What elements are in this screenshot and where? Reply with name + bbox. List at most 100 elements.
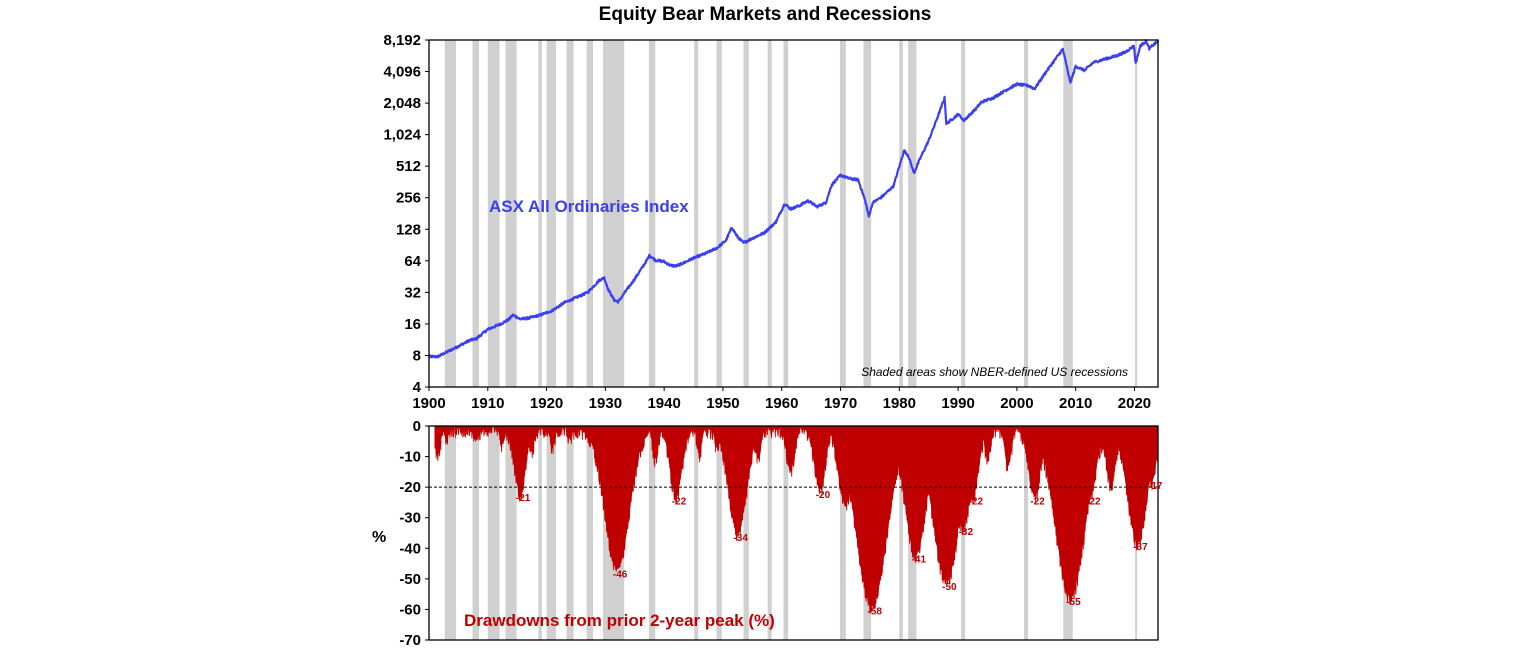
drawdown-trough-label: -58	[867, 606, 882, 617]
y-tick-label: 2,048	[383, 95, 421, 112]
recession-band	[694, 40, 699, 387]
index-y-axis: 4 8 16 32 64 128 256 512 1,024 2,048 4,096 8,192	[383, 32, 429, 396]
recession-band	[716, 426, 722, 640]
x-tick-label: 1950	[706, 395, 739, 412]
drawdown-trough-label: -34	[733, 533, 748, 544]
recession-band	[586, 40, 594, 387]
y-tick-label: -60	[399, 601, 421, 618]
recession-band	[505, 426, 517, 640]
drawdown-trough-label: -20	[907, 490, 922, 501]
x-tick-label: 1980	[883, 395, 916, 412]
recession-band	[444, 40, 457, 387]
recession-band	[767, 426, 772, 640]
recession-band	[546, 426, 556, 640]
drawdown-y-axis: 0 -10 -20 -30 -40 -50 -60 -70	[399, 418, 429, 649]
recession-band	[767, 40, 772, 387]
y-tick-label: 8,192	[383, 32, 421, 49]
drawdown-y-unit: %	[372, 529, 386, 546]
drawdown-panel: 0 -10 -20 -30 -40 -50 -60 -70 -21 -46 -22 -34 -20 -3…	[372, 418, 1163, 649]
y-tick-label: 4,096	[383, 64, 421, 81]
y-tick-label: 1,024	[383, 127, 421, 144]
recession-band	[1063, 40, 1073, 387]
drawdown-trough-label: -32	[959, 527, 974, 538]
drawdown-trough-label: -55	[1066, 597, 1081, 608]
drawdown-annotations: -21 -46 -22 -34 -20 -35 -58 -20 -41 -50 -32 -22 -22 -…	[516, 481, 1163, 617]
drawdown-trough-label: -22	[969, 496, 984, 507]
asx-series-label: ASX All Ordinaries Index	[489, 197, 689, 216]
y-tick-label: -30	[399, 510, 421, 527]
y-tick-label: -20	[399, 479, 421, 496]
drawdown-trough-label: -41	[912, 554, 927, 565]
x-tick-label: 1920	[530, 395, 563, 412]
recession-band	[899, 40, 903, 387]
y-tick-label: 512	[396, 158, 421, 175]
recession-note: Shaded areas show NBER-defined US recess…	[861, 365, 1128, 379]
drawdown-area	[434, 424, 1159, 614]
recession-band	[472, 40, 479, 387]
recession-band	[908, 40, 917, 387]
y-tick-label: 8	[413, 347, 421, 364]
recession-band	[783, 426, 789, 640]
recession-band	[961, 40, 966, 387]
recession-band	[961, 426, 966, 640]
drawdown-trough-label: -22	[672, 496, 687, 507]
drawdown-trough-label: -21	[516, 493, 531, 504]
recession-band	[783, 40, 789, 387]
recession-band	[538, 426, 542, 640]
recession-band	[1135, 40, 1138, 387]
y-tick-label: 16	[404, 316, 421, 333]
index-panel: 4 8 16 32 64 128 256 512 1,024 2,048 4,096 8,192 19…	[383, 32, 1160, 412]
recession-band	[648, 426, 656, 640]
recession-band	[566, 426, 574, 640]
y-tick-label: 256	[396, 190, 421, 207]
recession-band	[743, 40, 749, 387]
recession-shading-top	[444, 40, 1138, 387]
drawdown-series-label: Drawdowns from prior 2-year peak (%)	[464, 611, 775, 630]
drawdown-trough-label: -46	[613, 570, 628, 581]
drawdown-trough-label: -50	[942, 582, 957, 593]
x-tick-label: 2020	[1118, 395, 1151, 412]
x-tick-label: 1960	[765, 395, 798, 412]
y-tick-label: 32	[404, 284, 421, 301]
y-tick-label: -10	[399, 449, 421, 466]
recession-band	[472, 426, 479, 640]
index-x-axis: 1900 1910 1920 1930 1940 1950 1960 1970 1980 1990…	[412, 387, 1151, 412]
recession-band	[546, 40, 556, 387]
x-tick-label: 1900	[412, 395, 445, 412]
x-tick-label: 1970	[824, 395, 857, 412]
y-tick-label: -40	[399, 540, 421, 557]
drawdown-trough-label: -35	[862, 536, 877, 547]
recession-band	[566, 40, 574, 387]
recession-band	[586, 426, 594, 640]
recession-band	[839, 426, 846, 640]
drawdown-plot-frame	[428, 425, 1159, 641]
recession-band	[694, 426, 699, 640]
chart-title: Equity Bear Markets and Recessions	[599, 4, 932, 25]
asx-index-line	[428, 39, 1160, 359]
y-tick-label: 4	[413, 379, 422, 396]
index-plot-frame	[428, 39, 1159, 388]
recession-band	[839, 40, 846, 387]
recession-band	[1023, 40, 1029, 387]
recession-band	[743, 426, 749, 640]
recession-band	[487, 426, 500, 640]
recession-band	[538, 40, 542, 387]
drawdown-trough-label: -22	[1086, 496, 1101, 507]
recession-band	[487, 40, 500, 387]
recession-band	[899, 426, 903, 640]
recession-band	[716, 40, 722, 387]
y-tick-label: -50	[399, 571, 421, 588]
y-tick-label: 0	[413, 418, 421, 435]
recession-band	[648, 40, 656, 387]
drawdown-trough-label: -20	[816, 490, 831, 501]
recession-band	[505, 40, 517, 387]
x-tick-label: 1910	[471, 395, 504, 412]
x-tick-label: 1930	[589, 395, 622, 412]
drawdown-trough-label: -37	[1133, 542, 1148, 553]
drawdown-trough-label: -22	[1030, 496, 1045, 507]
recession-band	[444, 426, 457, 640]
x-tick-label: 2000	[1000, 395, 1033, 412]
y-tick-label: -70	[399, 632, 421, 649]
